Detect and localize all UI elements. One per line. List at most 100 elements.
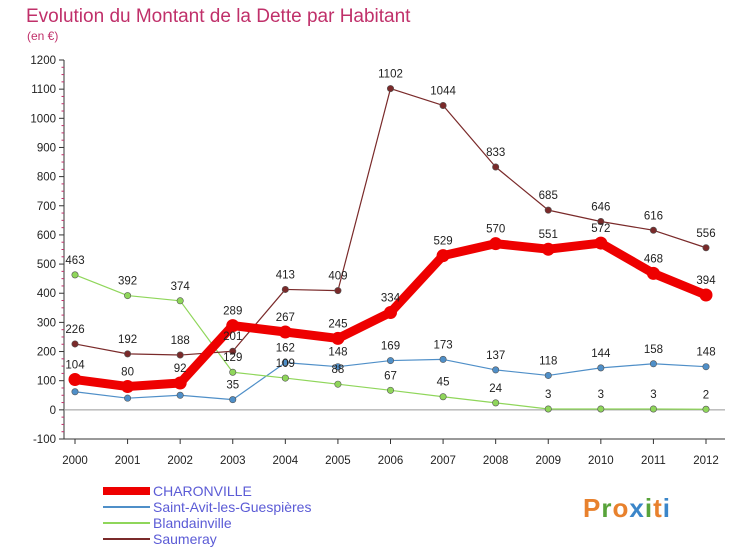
data-label-3: 188 <box>171 335 190 347</box>
series-point-0 <box>699 288 713 302</box>
series-points <box>68 85 713 413</box>
series-point-1 <box>124 394 132 402</box>
series-point-0 <box>436 249 450 263</box>
series-point-0 <box>489 237 503 251</box>
data-label-3: 192 <box>118 334 137 346</box>
y-tick-label: 800 <box>37 172 56 184</box>
series-point-3 <box>124 350 132 358</box>
series-point-2 <box>544 405 552 413</box>
y-tick-label: 0 <box>50 405 56 417</box>
x-tick-label: 2010 <box>588 455 614 467</box>
data-label-0: 551 <box>539 229 558 241</box>
data-label-3: 646 <box>591 202 610 214</box>
series-point-2 <box>702 405 710 413</box>
data-label-1: 173 <box>433 339 452 351</box>
series-point-1 <box>597 364 605 372</box>
data-label-2: 129 <box>223 352 242 364</box>
data-label-2: 374 <box>171 281 191 293</box>
series-point-1 <box>649 360 657 368</box>
series-point-3 <box>492 163 500 171</box>
series-point-2 <box>124 292 132 300</box>
y-tick-label: 100 <box>37 376 56 388</box>
x-tick-label: 2008 <box>483 455 509 467</box>
series-point-0 <box>278 325 292 339</box>
series-point-1 <box>229 396 237 404</box>
data-label-2: 3 <box>650 389 656 401</box>
data-label-2: 109 <box>276 358 295 370</box>
x-tick-label: 2003 <box>220 455 246 467</box>
x-tick-label: 2007 <box>430 455 456 467</box>
series-point-0 <box>68 373 82 387</box>
series-point-3 <box>334 287 342 295</box>
data-label-1: 169 <box>381 341 400 353</box>
data-label-0: 80 <box>121 367 134 379</box>
data-label-3: 616 <box>644 210 663 222</box>
data-label-3: 833 <box>486 147 505 159</box>
x-tick-label: 2001 <box>115 455 141 467</box>
axes: -100 0 100 200 300 400 500 600 700 800 900 1000 1100… <box>30 55 725 467</box>
series-point-1 <box>702 363 710 371</box>
data-label-1: 137 <box>486 350 505 362</box>
data-label-2: 67 <box>384 370 397 382</box>
series-point-2 <box>649 405 657 413</box>
data-label-1: 158 <box>644 344 663 356</box>
series-point-2 <box>281 374 289 382</box>
y-tick-label: 900 <box>37 142 56 154</box>
data-label-1: 148 <box>696 347 715 359</box>
series-point-3 <box>386 85 394 93</box>
data-label-3: 1044 <box>430 85 456 97</box>
y-tick-label: 500 <box>37 259 56 271</box>
legend-label-1: Saint-Avit-les-Guespières <box>153 499 311 515</box>
x-tick-label: 2012 <box>693 455 719 467</box>
x-tick-label: 2005 <box>325 455 351 467</box>
y-tick-label: 600 <box>37 230 56 242</box>
x-tick-label: 2004 <box>273 455 299 467</box>
data-label-2: 24 <box>489 383 502 395</box>
data-label-0: 334 <box>381 292 401 304</box>
series-point-1 <box>281 359 289 367</box>
series-point-3 <box>176 351 184 359</box>
x-tick-label: 2009 <box>535 455 561 467</box>
y-tick-label: 1200 <box>30 55 56 67</box>
legend-label-3: Saumeray <box>153 531 217 547</box>
data-label-0: 289 <box>223 306 242 318</box>
data-label-2: 463 <box>65 255 84 267</box>
x-tick-label: 2011 <box>641 455 666 467</box>
data-label-1: 144 <box>591 348 611 360</box>
data-label-2: 392 <box>118 276 137 288</box>
data-label-0: 92 <box>174 363 187 375</box>
series-point-1 <box>544 371 552 379</box>
series-point-2 <box>439 393 447 401</box>
proxiti-logo: Proxiti <box>583 493 670 523</box>
data-label-0: 267 <box>276 312 295 324</box>
series-point-3 <box>597 218 605 226</box>
series-point-1 <box>492 366 500 374</box>
data-label-3: 556 <box>696 228 715 240</box>
data-label-3: 409 <box>328 271 347 283</box>
data-label-3: 1102 <box>378 69 403 81</box>
x-tick-label: 2002 <box>167 455 193 467</box>
series-point-0 <box>594 236 608 250</box>
data-label-1: 35 <box>226 380 239 392</box>
data-label-1: 118 <box>539 355 557 367</box>
y-tick-label: 1000 <box>30 113 56 125</box>
series-point-2 <box>229 368 237 376</box>
data-label-2: 45 <box>437 377 450 389</box>
x-tick-label: 2000 <box>62 455 88 467</box>
series-point-2 <box>176 297 184 305</box>
data-label-3: 201 <box>223 331 242 343</box>
series-point-0 <box>541 242 555 256</box>
y-tick-label: 300 <box>37 317 56 329</box>
series-point-3 <box>544 206 552 214</box>
data-label-0: 570 <box>486 224 505 236</box>
series-point-3 <box>439 101 447 109</box>
data-label-1: 162 <box>276 343 295 355</box>
y-tick-label: 200 <box>37 347 56 359</box>
data-label-3: 413 <box>276 269 295 281</box>
data-label-0: 245 <box>328 318 347 330</box>
series-point-3 <box>649 226 657 234</box>
series-point-0 <box>331 331 345 345</box>
